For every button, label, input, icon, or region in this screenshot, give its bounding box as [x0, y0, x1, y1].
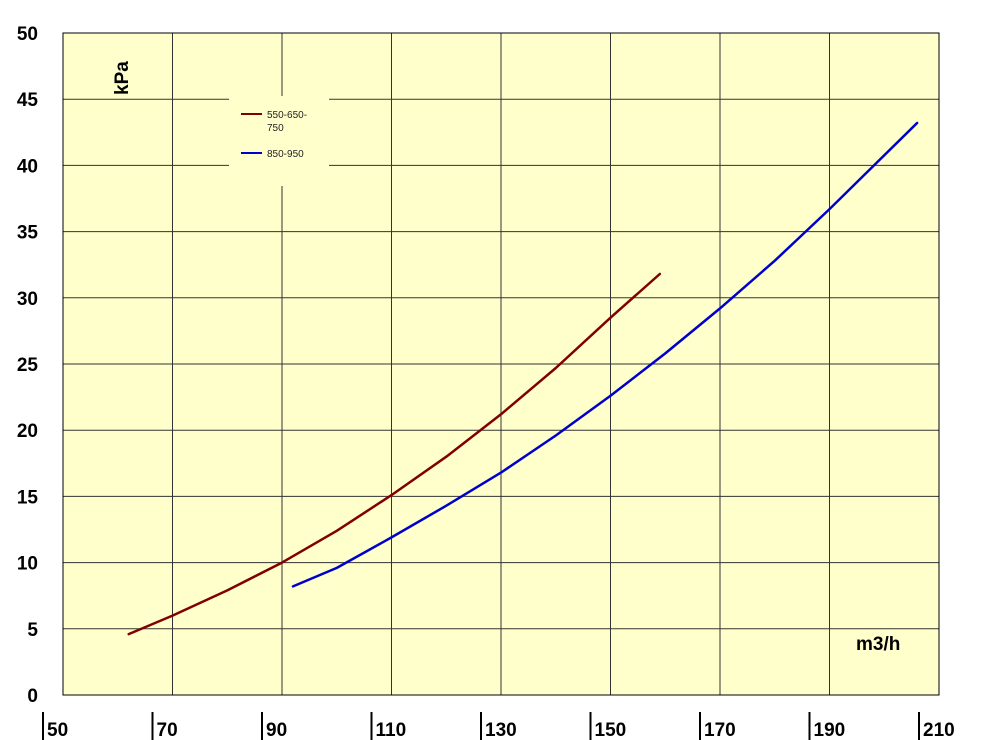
- y-tick-label: 35: [17, 223, 39, 244]
- y-tick-label: 30: [17, 289, 38, 310]
- x-tick-label: 170: [704, 720, 736, 740]
- x-tick-label: 70: [157, 720, 178, 740]
- y-tick-label: 5: [27, 620, 38, 641]
- x-tick-label: 130: [485, 720, 517, 740]
- y-axis-label: kPa: [112, 61, 133, 95]
- x-tick-label: 110: [376, 720, 407, 740]
- plot-frame: [62, 32, 940, 696]
- y-tick-label: 45: [17, 90, 39, 111]
- y-tick-label: 40: [17, 156, 38, 177]
- y-tick-label: 25: [17, 355, 39, 376]
- y-tick-label: 15: [17, 487, 39, 508]
- series-line-2: [291, 121, 919, 588]
- x-axis-ticks: 50 70 90 110 130 150 170 190 210: [42, 712, 955, 740]
- legend-label-1a: 550-650-: [267, 110, 307, 121]
- y-tick-label: 20: [17, 421, 38, 442]
- y-tick-label: 0: [27, 686, 38, 707]
- legend: 550-650- 750 850-950: [229, 96, 329, 186]
- y-tick-label: 50: [17, 24, 38, 45]
- x-axis-label: m3/h: [856, 634, 900, 655]
- x-tick-label: 50: [47, 720, 68, 740]
- x-tick-label: 150: [595, 720, 627, 740]
- x-tick-label: 90: [266, 720, 287, 740]
- x-tick-label: 190: [814, 720, 846, 740]
- series-lines: [127, 121, 919, 636]
- legend-label-2: 850-950: [267, 149, 304, 160]
- y-tick-label: 10: [17, 554, 38, 575]
- legend-label-1b: 750: [267, 123, 284, 134]
- series-line-1: [127, 272, 662, 636]
- legend-box: [229, 96, 329, 186]
- x-tick-label: 210: [923, 720, 955, 740]
- y-axis-ticks: 0 5 10 15 20 25 30 35 40 45 50: [17, 24, 39, 707]
